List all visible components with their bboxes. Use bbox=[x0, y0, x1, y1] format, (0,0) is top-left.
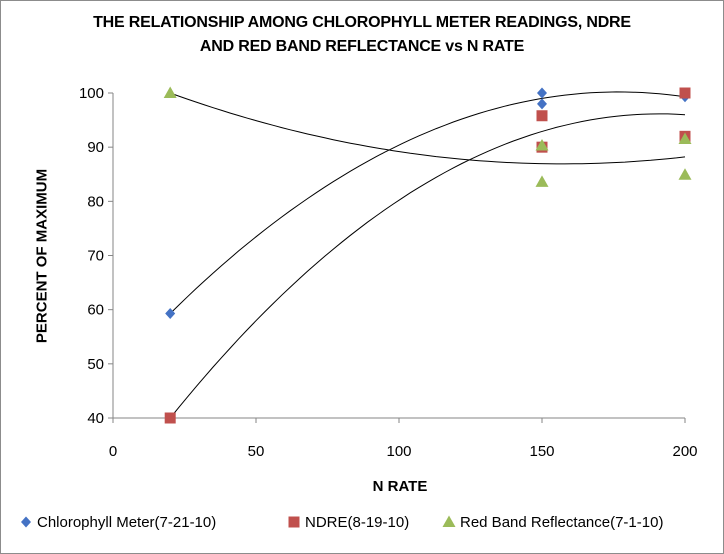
data-point-diamond bbox=[537, 98, 547, 110]
legend-label: Red Band Reflectance(7-1-10) bbox=[460, 514, 663, 531]
legend-marker-triangle bbox=[442, 515, 456, 527]
data-point-triangle bbox=[535, 175, 549, 187]
data-point-triangle bbox=[678, 168, 692, 180]
x-tick-label: 50 bbox=[248, 443, 265, 460]
y-tick-label: 50 bbox=[87, 356, 104, 373]
trendline bbox=[170, 92, 686, 165]
legend-marker-diamond bbox=[21, 516, 31, 528]
chart-title-line-2: AND RED BAND REFLECTANCE vs N RATE bbox=[199, 38, 525, 55]
y-tick-label: 100 bbox=[79, 85, 104, 102]
data-point-triangle bbox=[535, 139, 549, 151]
data-point-square bbox=[679, 87, 691, 99]
x-axis-label: N RATE bbox=[372, 478, 428, 495]
data-point-triangle bbox=[163, 86, 177, 98]
x-tick-label: 150 bbox=[529, 443, 554, 460]
legend-marker-square bbox=[288, 516, 300, 528]
legend-label: Chlorophyll Meter(7-21-10) bbox=[37, 514, 216, 531]
x-tick-label: 100 bbox=[386, 443, 411, 460]
y-tick-label: 40 bbox=[87, 410, 104, 427]
data-point-diamond bbox=[165, 307, 176, 319]
y-tick-label: 60 bbox=[87, 302, 104, 319]
data-point-diamond bbox=[537, 87, 547, 99]
legend-label: NDRE(8-19-10) bbox=[305, 514, 409, 531]
x-tick-label: 0 bbox=[109, 443, 117, 460]
y-tick-label: 80 bbox=[87, 193, 104, 210]
data-point-triangle bbox=[678, 132, 692, 145]
data-point-square bbox=[164, 412, 176, 424]
trendline bbox=[169, 113, 686, 419]
trendline bbox=[169, 91, 686, 314]
x-tick-label: 200 bbox=[672, 443, 697, 460]
y-tick-label: 90 bbox=[87, 139, 104, 156]
y-tick-label: 70 bbox=[87, 248, 104, 265]
data-point-square bbox=[536, 110, 548, 122]
chart-title-line-1: THE RELATIONSHIP AMONG CHLOROPHYLL METER… bbox=[93, 14, 631, 31]
